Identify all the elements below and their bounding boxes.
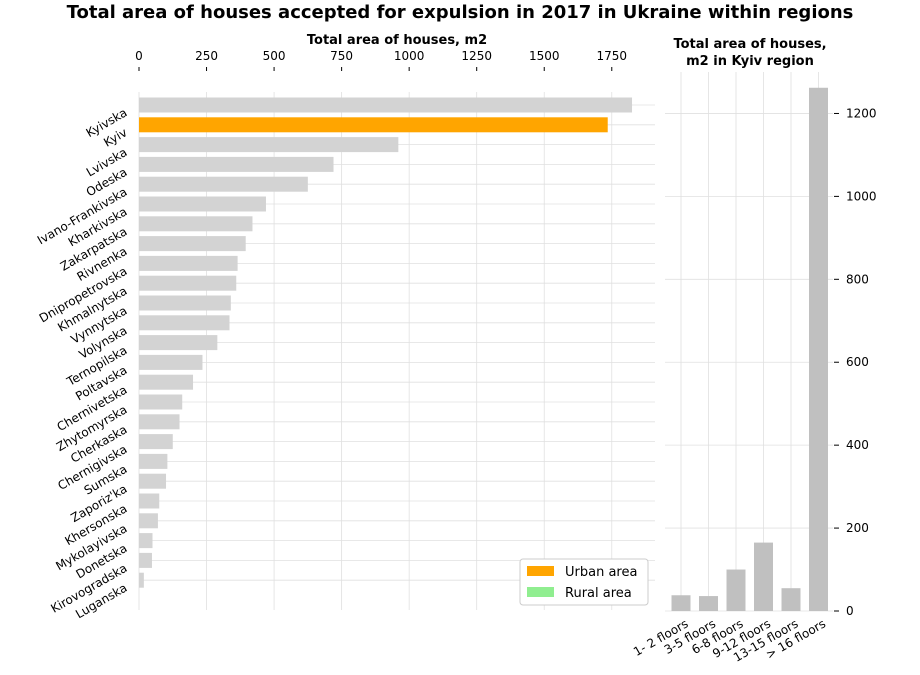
floor-bar [726,569,746,611]
y-tick-label: 600 [846,355,869,369]
region-bar [139,236,246,252]
chart-title: Total area of houses accepted for expuls… [66,2,854,23]
region-bar [139,434,173,450]
region-bar [139,176,308,192]
region-bar [139,493,160,509]
region-bar [139,473,167,489]
kyiv-floors-bar-chart: 0 200 400 600 800 1000 1200 Total area of house… [631,37,877,665]
floor-bar [754,542,773,611]
floor-bar [781,588,801,611]
floor-bar [671,595,691,611]
x-tick-label: 1750 [597,49,628,63]
region-bar [139,295,231,311]
region-bar [139,156,334,172]
region-bar [139,117,608,133]
region-bar [139,453,168,469]
region-bar [139,275,237,291]
region-bar [139,315,230,331]
y-tick-label: 200 [846,521,869,535]
floor-bar [809,87,828,612]
region-bar [139,354,203,370]
kyiv-chart-title: Total area of houses, m2 in Kyiv region [673,37,826,69]
x-tick-label: 1250 [461,49,492,63]
x-tick-label: 250 [195,49,218,63]
x-tick-label: 0 [135,49,143,63]
legend: Urban area Rural area [519,558,649,606]
x-axis-title: Total area of houses, m2 [307,33,487,48]
y-tick-label: 400 [846,438,869,452]
y-tick-label: 800 [846,272,869,286]
legend-swatch [527,587,554,597]
region-bar [139,216,253,232]
x-tick-label: 1000 [394,49,425,63]
y-tick-label: 0 [846,604,854,618]
legend-label: Rural area [565,586,632,601]
region-bar [139,335,218,351]
region-bar [139,374,194,390]
region-bar [139,97,633,113]
region-bar [139,196,266,212]
x-tick-label: 500 [263,49,286,63]
y-tick-label: 1000 [846,189,877,203]
legend-label: Urban area [565,565,637,580]
region-bar [139,255,238,271]
legend-swatch [527,566,554,576]
region-bar [139,137,399,153]
regions-bar-chart: 0 250 500 750 1000 1250 1500 1750 Total area of … [35,33,655,621]
x-tick-label: 750 [330,49,353,63]
y-tick-label: 1200 [846,106,877,120]
region-bar [139,552,152,568]
floor-bar [699,596,718,611]
region-bar [139,513,158,529]
x-tick-label: 1500 [529,49,560,63]
region-bar [139,533,153,549]
region-bar [139,572,144,588]
region-bar [139,394,183,410]
region-bar [139,414,180,430]
